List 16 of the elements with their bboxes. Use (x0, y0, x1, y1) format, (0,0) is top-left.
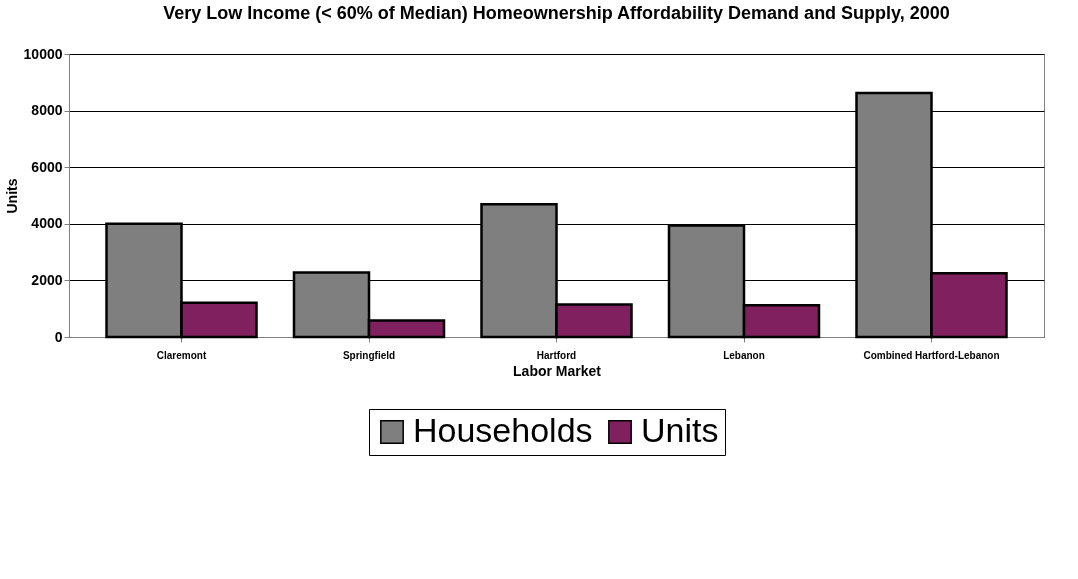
x-tick-label: Hartford (536, 349, 577, 361)
y-tick-label: 6000 (31, 158, 63, 175)
x-tick-label: Claremont (156, 349, 207, 361)
x-tick-label: Lebanon (723, 349, 765, 361)
legend-label: Units (641, 411, 719, 449)
y-tick-label: 2000 (31, 271, 63, 288)
legend-label: Households (413, 411, 593, 449)
y-tick-label: 10000 (23, 45, 63, 62)
y-axis-title: Units (3, 178, 20, 214)
x-tick-label: Combined Hartford-Lebanon (863, 349, 1000, 361)
y-tick-label: 8000 (31, 102, 63, 119)
x-axis-title: Labor Market (513, 362, 602, 379)
chart-title: Very Low Income (< 60% of Median) Homeownership Affordability Demand and Supply, 2000 (163, 3, 950, 23)
y-tick-label: 0 (54, 328, 63, 345)
x-tick-label: Springfield (342, 349, 396, 361)
y-tick-label: 4000 (31, 215, 63, 232)
